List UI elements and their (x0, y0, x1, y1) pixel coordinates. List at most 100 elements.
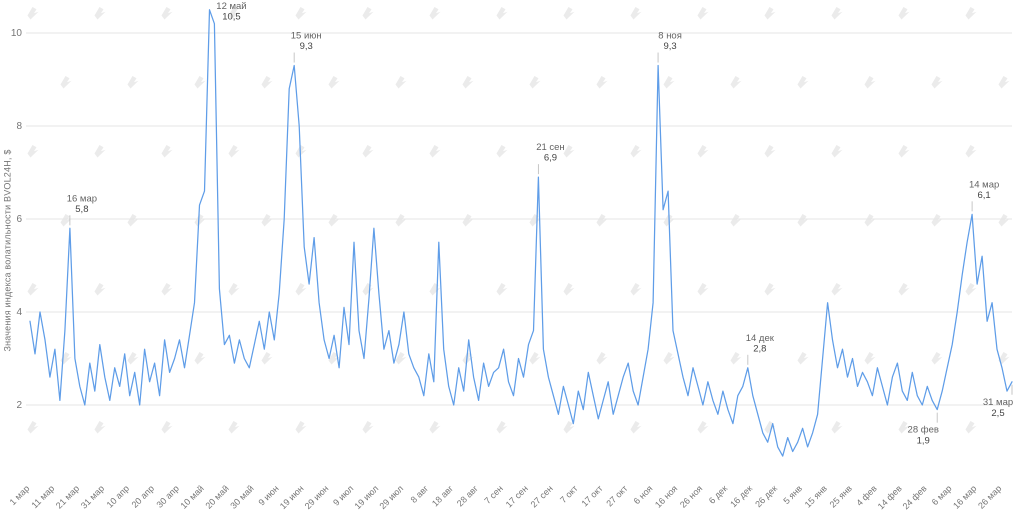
watermark-logo-icon (898, 421, 910, 434)
x-axis-tick-label: 19 июн (278, 483, 306, 511)
watermark-logo-icon (965, 7, 977, 20)
watermark-logo-icon (797, 214, 809, 227)
x-axis-tick-label: 21 мар (54, 483, 81, 510)
x-axis-tick-label: 5 янв (781, 483, 804, 506)
x-axis-tick-label: 24 фев (901, 483, 929, 511)
x-axis-tick-label: 19 июл (353, 483, 381, 511)
watermark-logo-icon (998, 214, 1010, 227)
watermark-logo-icon (630, 421, 642, 434)
annotation-value-label: 6,9 (544, 153, 557, 164)
watermark-logo-icon (362, 283, 374, 296)
watermark-logo-icon (730, 214, 742, 227)
watermark-logo-icon (94, 145, 106, 158)
x-axis-tick-label: 7 окт (558, 483, 580, 505)
annotation-date-label: 16 мар (67, 193, 97, 204)
watermark-logo-icon (462, 76, 474, 89)
watermark-logo-icon (429, 145, 441, 158)
watermark-logo-icon (931, 76, 943, 89)
watermark-logo-icon (831, 283, 843, 296)
x-axis-tick-label: 17 окт (579, 483, 604, 508)
watermark-logo-icon (27, 283, 39, 296)
x-axis-tick-label: 8 авг (409, 483, 431, 505)
watermark-logo-icon (864, 76, 876, 89)
watermark-logo-icon (161, 7, 173, 20)
watermark-logo-icon (831, 7, 843, 20)
watermark-logo-icon (362, 7, 374, 20)
watermark-logo-icon (228, 7, 240, 20)
x-axis-tick-label: 10 апр (105, 483, 131, 509)
watermark-logo-icon (563, 7, 575, 20)
x-axis-tick-label: 16 дек (728, 483, 754, 509)
watermark-logo-icon (295, 7, 307, 20)
annotation-value-label: 2,5 (991, 408, 1004, 419)
annotation-value-label: 6,1 (978, 190, 991, 201)
watermark-logo-icon (596, 352, 608, 365)
watermark-logo-icon (965, 421, 977, 434)
watermark-logo-icon (295, 421, 307, 434)
annotation-value-label: 1,9 (917, 436, 930, 447)
watermark-logo-icon (529, 76, 541, 89)
watermark-logo-icon (395, 214, 407, 227)
watermark-logo-icon (630, 7, 642, 20)
y-axis-tick-label: 8 (16, 121, 22, 132)
x-axis-tick-label: 29 июн (303, 483, 331, 511)
watermark-logo-icon (529, 352, 541, 365)
watermark-logo-icon (864, 214, 876, 227)
x-axis-tick-label: 27 окт (604, 483, 629, 508)
watermark-logo-icon (27, 145, 39, 158)
watermark-logo-icon (529, 214, 541, 227)
watermark-logo-icon (898, 145, 910, 158)
x-axis-tick-label: 20 апр (130, 483, 156, 509)
data-series-line[interactable] (29, 9, 1013, 457)
watermark-logo-icon (362, 145, 374, 158)
watermark-logo-icon (127, 214, 139, 227)
y-axis-tick-label: 4 (16, 307, 22, 318)
x-axis-tick-label: 17 сен (504, 483, 530, 509)
watermark-logo-icon (764, 7, 776, 20)
x-axis-tick-label: 30 апр (155, 483, 181, 509)
annotation-value-label: 10,5 (222, 12, 241, 23)
annotation-date-label: 21 сен (536, 142, 565, 153)
watermark-logo-icon (194, 214, 206, 227)
watermark-logo-icon (998, 76, 1010, 89)
watermark-logo-icon (764, 283, 776, 296)
watermark-logo-icon (663, 352, 675, 365)
watermark-logo-icon (161, 145, 173, 158)
watermark-logo-icon (462, 214, 474, 227)
watermark-logo-icon (94, 283, 106, 296)
watermark-logo-icon (630, 283, 642, 296)
x-axis-tick-label: 27 сен (529, 483, 555, 509)
watermark-logo-icon (898, 283, 910, 296)
watermark-logo-icon (27, 7, 39, 20)
watermark-logo-icon (864, 352, 876, 365)
x-axis-tick-label: 28 авг (455, 483, 481, 509)
x-axis-tick-label: 11 мар (29, 483, 56, 510)
x-axis-tick-label: 10 май (178, 483, 205, 510)
annotation-value-label: 9,3 (663, 41, 676, 52)
annotation-value-label: 5,8 (75, 204, 88, 215)
watermark-logo-icon (261, 352, 273, 365)
watermark-logo-icon (596, 76, 608, 89)
x-axis-tick-label: 31 мар (79, 483, 106, 510)
x-axis-tick-label: 26 дек (753, 483, 779, 509)
x-axis-tick-label: 29 июл (377, 483, 405, 511)
x-axis-tick-label: 26 ноя (678, 483, 705, 510)
watermark-logo-icon (496, 421, 508, 434)
x-axis-tick-label: 16 ноя (653, 483, 680, 510)
x-axis-tick-label: 26 мар (976, 483, 1003, 510)
watermark-logo-icon (429, 7, 441, 20)
annotation-date-label: 14 мар (969, 179, 999, 190)
watermark-logo-icon (328, 76, 340, 89)
watermark-logo-icon (697, 421, 709, 434)
watermark-logo-icon (94, 7, 106, 20)
watermark-logo-icon (496, 145, 508, 158)
watermark-logo-icon (965, 145, 977, 158)
watermark-logo-icon (965, 283, 977, 296)
watermark-logo-icon (931, 352, 943, 365)
watermark-logo-icon (27, 421, 39, 434)
watermark-logo-icon (764, 145, 776, 158)
watermark-logo-icon (395, 352, 407, 365)
annotation-date-label: 31 мар (983, 397, 1013, 408)
